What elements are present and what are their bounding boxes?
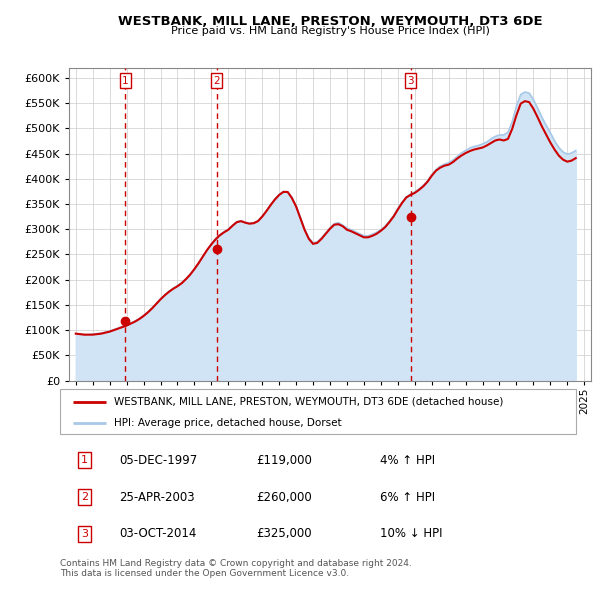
Text: 6% ↑ HPI: 6% ↑ HPI	[380, 490, 435, 504]
Text: 25-APR-2003: 25-APR-2003	[119, 490, 195, 504]
Text: 4% ↑ HPI: 4% ↑ HPI	[380, 454, 435, 467]
Text: 2: 2	[214, 76, 220, 86]
Text: £260,000: £260,000	[256, 490, 312, 504]
Text: 3: 3	[407, 76, 414, 86]
Text: 2: 2	[80, 492, 88, 502]
Text: 05-DEC-1997: 05-DEC-1997	[119, 454, 197, 467]
Text: 10% ↓ HPI: 10% ↓ HPI	[380, 527, 442, 540]
Text: This data is licensed under the Open Government Licence v3.0.: This data is licensed under the Open Gov…	[60, 569, 349, 578]
Text: 3: 3	[81, 529, 88, 539]
Text: Contains HM Land Registry data © Crown copyright and database right 2024.: Contains HM Land Registry data © Crown c…	[60, 559, 412, 568]
Text: HPI: Average price, detached house, Dorset: HPI: Average price, detached house, Dors…	[114, 418, 342, 428]
Text: 1: 1	[81, 455, 88, 466]
Text: WESTBANK, MILL LANE, PRESTON, WEYMOUTH, DT3 6DE (detached house): WESTBANK, MILL LANE, PRESTON, WEYMOUTH, …	[114, 397, 503, 407]
Text: £119,000: £119,000	[256, 454, 312, 467]
Text: Price paid vs. HM Land Registry's House Price Index (HPI): Price paid vs. HM Land Registry's House …	[170, 26, 490, 36]
FancyBboxPatch shape	[60, 389, 576, 434]
Text: £325,000: £325,000	[256, 527, 312, 540]
Text: 03-OCT-2014: 03-OCT-2014	[119, 527, 197, 540]
Text: 1: 1	[122, 76, 128, 86]
Text: WESTBANK, MILL LANE, PRESTON, WEYMOUTH, DT3 6DE: WESTBANK, MILL LANE, PRESTON, WEYMOUTH, …	[118, 15, 542, 28]
